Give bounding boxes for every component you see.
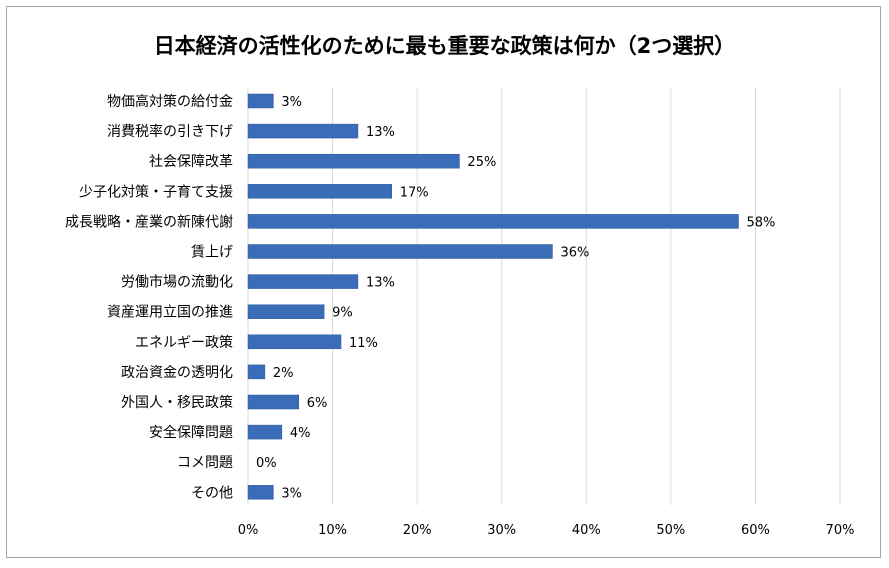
bar bbox=[247, 123, 359, 139]
data-label: 2% bbox=[273, 366, 294, 381]
bars bbox=[247, 93, 739, 500]
data-label: 17% bbox=[400, 185, 429, 200]
bar bbox=[247, 485, 274, 500]
category-label: 賃上げ bbox=[191, 245, 233, 261]
bar bbox=[247, 364, 266, 380]
data-label: 3% bbox=[281, 95, 302, 110]
data-label: 58% bbox=[747, 215, 776, 230]
bar bbox=[247, 424, 283, 440]
data-label: 36% bbox=[560, 246, 589, 261]
category-label: 少子化対策・子育て支援 bbox=[79, 183, 233, 200]
bar bbox=[247, 153, 460, 169]
category-label: その他 bbox=[191, 485, 233, 501]
category-label: 労働市場の流動化 bbox=[121, 274, 233, 291]
data-label: 9% bbox=[332, 306, 353, 321]
data-label: 3% bbox=[281, 486, 302, 501]
category-label: 政治資金の透明化 bbox=[121, 365, 233, 381]
bar bbox=[247, 274, 359, 289]
x-tick-label: 20% bbox=[403, 523, 432, 538]
category-label: 資産運用立国の推進 bbox=[107, 305, 233, 321]
category-label: 社会保障改革 bbox=[149, 154, 233, 170]
data-label: 13% bbox=[366, 276, 395, 291]
chart-frame bbox=[6, 6, 881, 558]
x-tick-label: 60% bbox=[741, 523, 770, 538]
bar bbox=[247, 244, 553, 259]
category-label: 物価高対策の給付金 bbox=[107, 93, 233, 110]
category-label: エネルギー政策 bbox=[135, 334, 233, 351]
labels: 0% 10% 20% 30% 40% 50% 60% 70% 物価高対策の給付金 3% 消費税率の引… bbox=[65, 93, 854, 538]
gridlines bbox=[247, 88, 841, 505]
category-label: 安全保障問題 bbox=[149, 424, 233, 441]
bar bbox=[247, 184, 393, 199]
data-label: 11% bbox=[349, 336, 378, 351]
data-label: 13% bbox=[366, 125, 395, 140]
x-tick-label: 70% bbox=[826, 523, 855, 538]
bar bbox=[247, 334, 342, 350]
data-label: 0% bbox=[256, 456, 277, 471]
x-tick-label: 40% bbox=[572, 523, 601, 538]
x-tick-label: 50% bbox=[656, 523, 685, 538]
category-label: 消費税率の引き下げ bbox=[107, 123, 233, 140]
x-tick-label: 0% bbox=[238, 523, 259, 538]
data-label: 4% bbox=[290, 426, 311, 441]
category-label: 外国人・移民政策 bbox=[121, 394, 233, 411]
category-label: 成長戦略・産業の新陳代謝 bbox=[65, 214, 233, 230]
data-label: 6% bbox=[307, 396, 328, 411]
x-tick-label: 10% bbox=[318, 523, 347, 538]
category-label: コメ問題 bbox=[177, 455, 233, 471]
x-tick-label: 30% bbox=[487, 523, 516, 538]
data-label: 25% bbox=[467, 155, 496, 170]
bar bbox=[247, 214, 739, 229]
bar bbox=[247, 394, 299, 410]
bar bbox=[247, 93, 274, 109]
bar bbox=[247, 304, 325, 319]
chart-title: 日本経済の活性化のために最も重要な政策は何か（2つ選択） bbox=[153, 34, 736, 58]
